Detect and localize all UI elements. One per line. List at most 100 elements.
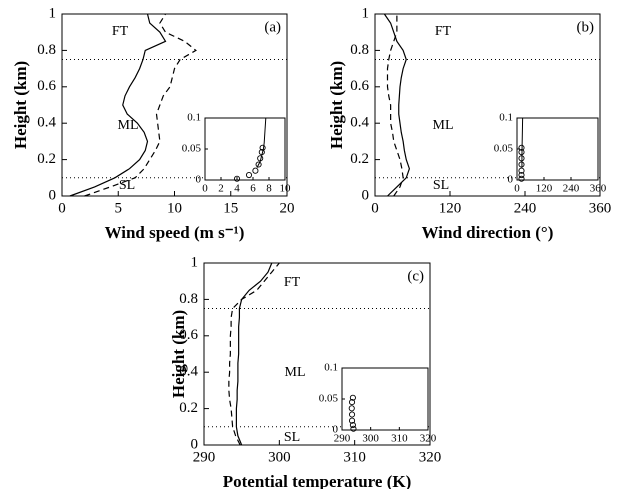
x-tick-label: 300 <box>362 433 379 445</box>
inset-point <box>518 149 525 156</box>
y-tick-label: 0.8 <box>350 42 369 58</box>
y-tick-label: 1 <box>49 5 57 21</box>
profile-line <box>84 13 197 197</box>
x-tick-label: 5 <box>115 200 123 216</box>
inset-point <box>518 175 525 182</box>
inset-point <box>348 417 356 424</box>
inset-point <box>518 167 525 174</box>
inset-point <box>255 161 262 168</box>
y-tick-label: 0 <box>508 174 514 186</box>
x-tick-label: 290 <box>193 449 216 465</box>
layer-label: ML <box>118 118 139 133</box>
y-tick-label: 0.2 <box>350 151 369 167</box>
x-tick-label: 240 <box>563 183 580 195</box>
layer-label: FT <box>112 24 129 39</box>
y-tick-label: 0.2 <box>179 400 198 416</box>
x-tick-label: 10 <box>280 183 292 195</box>
x-axis-label: Wind direction (°) <box>422 223 554 242</box>
x-tick-label: 0 <box>514 183 520 195</box>
y-tick-label: 0.1 <box>324 362 338 374</box>
panel-label: (b) <box>577 19 595 35</box>
y-tick-label: 0.6 <box>37 78 56 94</box>
inset-point <box>350 425 357 432</box>
x-tick-label: 120 <box>439 200 462 216</box>
inset-point <box>252 167 259 174</box>
x-tick-label: 290 <box>334 433 351 445</box>
x-tick-label: 8 <box>266 183 272 195</box>
layer-label: SL <box>433 178 449 193</box>
inset-point <box>348 411 356 418</box>
y-tick-label: 0 <box>191 436 199 452</box>
y-tick-label: 0.1 <box>499 112 513 124</box>
profile-line <box>228 262 280 446</box>
profile-line <box>69 13 167 197</box>
inset-frame <box>516 117 599 181</box>
inset-point <box>349 394 356 401</box>
x-tick-label: 0 <box>371 200 379 216</box>
profile-line <box>383 13 411 197</box>
y-tick-label: 0.05 <box>494 143 514 155</box>
x-tick-label: 360 <box>589 200 612 216</box>
y-tick-label: 0.1 <box>187 112 201 124</box>
layer-label: FT <box>284 275 301 290</box>
y-tick-label: 1 <box>362 5 370 21</box>
inset-point <box>518 161 525 168</box>
layer-label: ML <box>285 365 306 380</box>
layer-label: SL <box>119 178 135 193</box>
inset-point <box>518 144 525 151</box>
y-tick-label: 0 <box>196 174 202 186</box>
inset-point <box>258 149 265 156</box>
inset-point <box>518 155 525 162</box>
inset-frame <box>204 117 286 181</box>
x-tick-label: 20 <box>280 200 295 216</box>
layer-label: FT <box>435 24 452 39</box>
layer-label: ML <box>433 118 454 133</box>
inset-point <box>245 171 253 179</box>
y-tick-label: 0.05 <box>182 143 202 155</box>
y-tick-label: 0 <box>333 424 339 436</box>
x-tick-label: 300 <box>268 449 291 465</box>
x-tick-label: 0 <box>202 183 208 195</box>
x-tick-label: 0 <box>58 200 66 216</box>
panel-label: (a) <box>264 19 281 35</box>
x-tick-label: 10 <box>167 200 182 216</box>
inset-point <box>348 405 355 412</box>
y-tick-label: 0 <box>49 187 57 203</box>
y-tick-label: 0 <box>362 187 370 203</box>
y-tick-label: 0.4 <box>179 364 198 380</box>
x-tick-label: 4 <box>234 183 240 195</box>
y-tick-label: 0.8 <box>37 42 56 58</box>
x-axis-label: Potential temperature (K) <box>223 472 412 489</box>
inset-point <box>257 155 264 162</box>
y-tick-label: 0.6 <box>350 78 369 94</box>
inset-point <box>233 175 241 182</box>
inset-point <box>518 171 525 179</box>
inset-point <box>348 399 356 406</box>
x-tick-label: 2 <box>218 183 224 195</box>
y-tick-label: 0.4 <box>37 115 56 131</box>
y-tick-label: 0.05 <box>319 393 339 405</box>
axes-frame <box>203 262 431 446</box>
x-tick-label: 360 <box>590 183 607 195</box>
x-tick-label: 15 <box>223 200 238 216</box>
panel-label: (c) <box>407 268 424 284</box>
y-tick-label: 0.4 <box>350 115 369 131</box>
inset-point <box>259 144 266 151</box>
x-tick-label: 240 <box>514 200 537 216</box>
x-tick-label: 120 <box>536 183 553 195</box>
inset-line <box>521 117 524 168</box>
y-tick-label: 0.2 <box>37 151 56 167</box>
inset-frame <box>341 367 429 431</box>
profile-line <box>386 14 404 197</box>
y-axis-label: Height (km) <box>11 61 30 149</box>
y-axis-label: Height (km) <box>327 61 346 149</box>
inset-point <box>349 421 356 429</box>
x-tick-label: 320 <box>420 433 437 445</box>
layer-label: SL <box>284 430 300 445</box>
profile-line <box>235 262 273 446</box>
x-tick-label: 310 <box>343 449 366 465</box>
y-axis-label: Height (km) <box>169 310 188 398</box>
y-tick-label: 0.8 <box>179 291 198 307</box>
x-tick-label: 6 <box>250 183 256 195</box>
